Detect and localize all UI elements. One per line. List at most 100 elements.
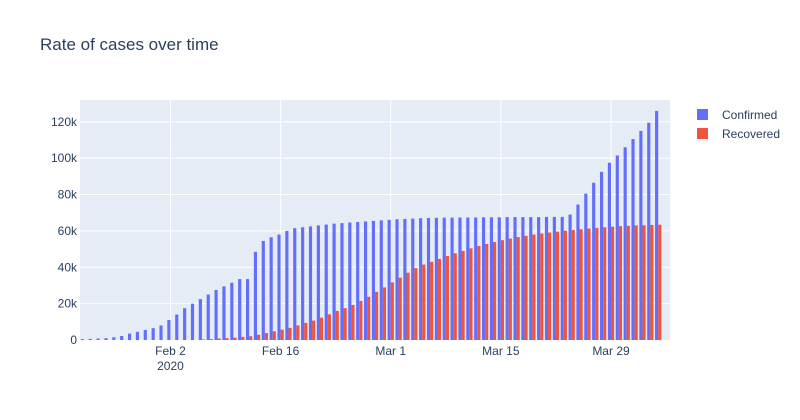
bar-confirmed[interactable] (489, 217, 493, 340)
bar-confirmed[interactable] (198, 299, 202, 340)
bar-confirmed[interactable] (615, 155, 619, 340)
bar-confirmed[interactable] (127, 333, 132, 340)
bar-confirmed[interactable] (88, 338, 92, 340)
bar-confirmed[interactable] (214, 290, 218, 340)
bar-recovered[interactable] (257, 334, 261, 340)
bar-confirmed[interactable] (285, 230, 289, 340)
bar-confirmed[interactable] (426, 218, 431, 340)
bar-recovered[interactable] (351, 304, 355, 340)
bar-confirmed[interactable] (395, 219, 399, 340)
bar-confirmed[interactable] (363, 221, 368, 340)
bar-confirmed[interactable] (607, 162, 611, 340)
bar-confirmed[interactable] (623, 147, 627, 340)
bar-recovered[interactable] (555, 231, 560, 340)
bar-confirmed[interactable] (222, 286, 226, 340)
bar-confirmed[interactable] (151, 328, 155, 340)
bar-recovered[interactable] (477, 246, 481, 340)
bar-confirmed[interactable] (411, 218, 415, 340)
bar-recovered[interactable] (532, 234, 536, 340)
bar-confirmed[interactable] (387, 219, 391, 340)
bar-confirmed[interactable] (120, 336, 124, 340)
bar-recovered[interactable] (414, 268, 418, 340)
bar-recovered[interactable] (524, 235, 528, 340)
bar-recovered[interactable] (540, 233, 544, 340)
bar-recovered[interactable] (658, 224, 662, 340)
bar-confirmed[interactable] (230, 282, 234, 340)
bar-confirmed[interactable] (308, 226, 313, 340)
bar-confirmed[interactable] (544, 216, 549, 340)
bar-confirmed[interactable] (206, 294, 210, 340)
bar-recovered[interactable] (563, 230, 567, 340)
bar-confirmed[interactable] (592, 182, 596, 340)
bar-recovered[interactable] (516, 237, 520, 340)
bar-confirmed[interactable] (655, 110, 659, 340)
bar-confirmed[interactable] (253, 251, 257, 340)
bar-recovered[interactable] (390, 282, 394, 340)
bar-recovered[interactable] (280, 329, 284, 340)
bar-confirmed[interactable] (159, 325, 163, 340)
bar-confirmed[interactable] (277, 234, 281, 340)
bar-confirmed[interactable] (442, 217, 446, 340)
bar-confirmed[interactable] (434, 217, 438, 340)
bar-confirmed[interactable] (324, 224, 328, 340)
bar-recovered[interactable] (312, 320, 316, 340)
bar-confirmed[interactable] (568, 214, 572, 340)
bar-confirmed[interactable] (466, 217, 470, 340)
bar-confirmed[interactable] (340, 223, 344, 340)
bar-recovered[interactable] (264, 333, 269, 340)
bar-recovered[interactable] (587, 228, 591, 340)
bar-recovered[interactable] (611, 226, 615, 340)
legend-item-confirmed[interactable]: Confirmed (697, 108, 777, 122)
legend[interactable]: Confirmed Recovered (697, 108, 780, 141)
bar-recovered[interactable] (288, 327, 292, 340)
bar-confirmed[interactable] (356, 222, 360, 340)
bar-recovered[interactable] (296, 325, 300, 340)
bar-recovered[interactable] (367, 296, 371, 340)
bar-recovered[interactable] (272, 331, 276, 340)
bar-recovered[interactable] (327, 314, 331, 340)
bar-confirmed[interactable] (450, 217, 454, 340)
bar-recovered[interactable] (335, 310, 339, 340)
bar-confirmed[interactable] (379, 220, 383, 340)
bar-confirmed[interactable] (143, 330, 147, 340)
bar-recovered[interactable] (430, 261, 434, 340)
bar-recovered[interactable] (493, 242, 497, 340)
bar-confirmed[interactable] (348, 222, 352, 340)
bar-confirmed[interactable] (513, 217, 517, 340)
bar-recovered[interactable] (579, 229, 583, 340)
bar-recovered[interactable] (209, 339, 213, 340)
bar-recovered[interactable] (469, 248, 473, 340)
bar-confirmed[interactable] (80, 339, 84, 340)
legend-item-recovered[interactable]: Recovered (697, 127, 780, 141)
bar-confirmed[interactable] (301, 227, 305, 340)
bar-confirmed[interactable] (261, 240, 265, 340)
bar-recovered[interactable] (461, 250, 465, 340)
bar-recovered[interactable] (595, 227, 599, 340)
bar-recovered[interactable] (406, 272, 410, 340)
bar-confirmed[interactable] (537, 217, 541, 340)
bar-recovered[interactable] (343, 308, 347, 340)
bar-recovered[interactable] (225, 338, 229, 340)
bar-confirmed[interactable] (183, 308, 187, 340)
bar-confirmed[interactable] (560, 216, 564, 340)
bar-confirmed[interactable] (96, 338, 100, 340)
bar-confirmed[interactable] (481, 217, 486, 340)
bar-confirmed[interactable] (104, 338, 108, 340)
bar-confirmed[interactable] (167, 320, 171, 340)
bar-recovered[interactable] (249, 336, 253, 340)
bar-recovered[interactable] (571, 230, 575, 340)
bar-recovered[interactable] (453, 253, 457, 340)
bar-confirmed[interactable] (599, 171, 604, 340)
bar-recovered[interactable] (445, 256, 449, 340)
bar-recovered[interactable] (603, 227, 607, 340)
bar-recovered[interactable] (217, 338, 221, 340)
bar-confirmed[interactable] (521, 217, 525, 340)
bar-confirmed[interactable] (332, 223, 336, 340)
bar-recovered[interactable] (398, 277, 402, 340)
bar-recovered[interactable] (500, 240, 505, 340)
bar-recovered[interactable] (650, 224, 654, 340)
bar-recovered[interactable] (422, 264, 426, 340)
bar-confirmed[interactable] (112, 337, 116, 340)
bar-recovered[interactable] (359, 300, 363, 340)
bar-confirmed[interactable] (403, 218, 407, 340)
